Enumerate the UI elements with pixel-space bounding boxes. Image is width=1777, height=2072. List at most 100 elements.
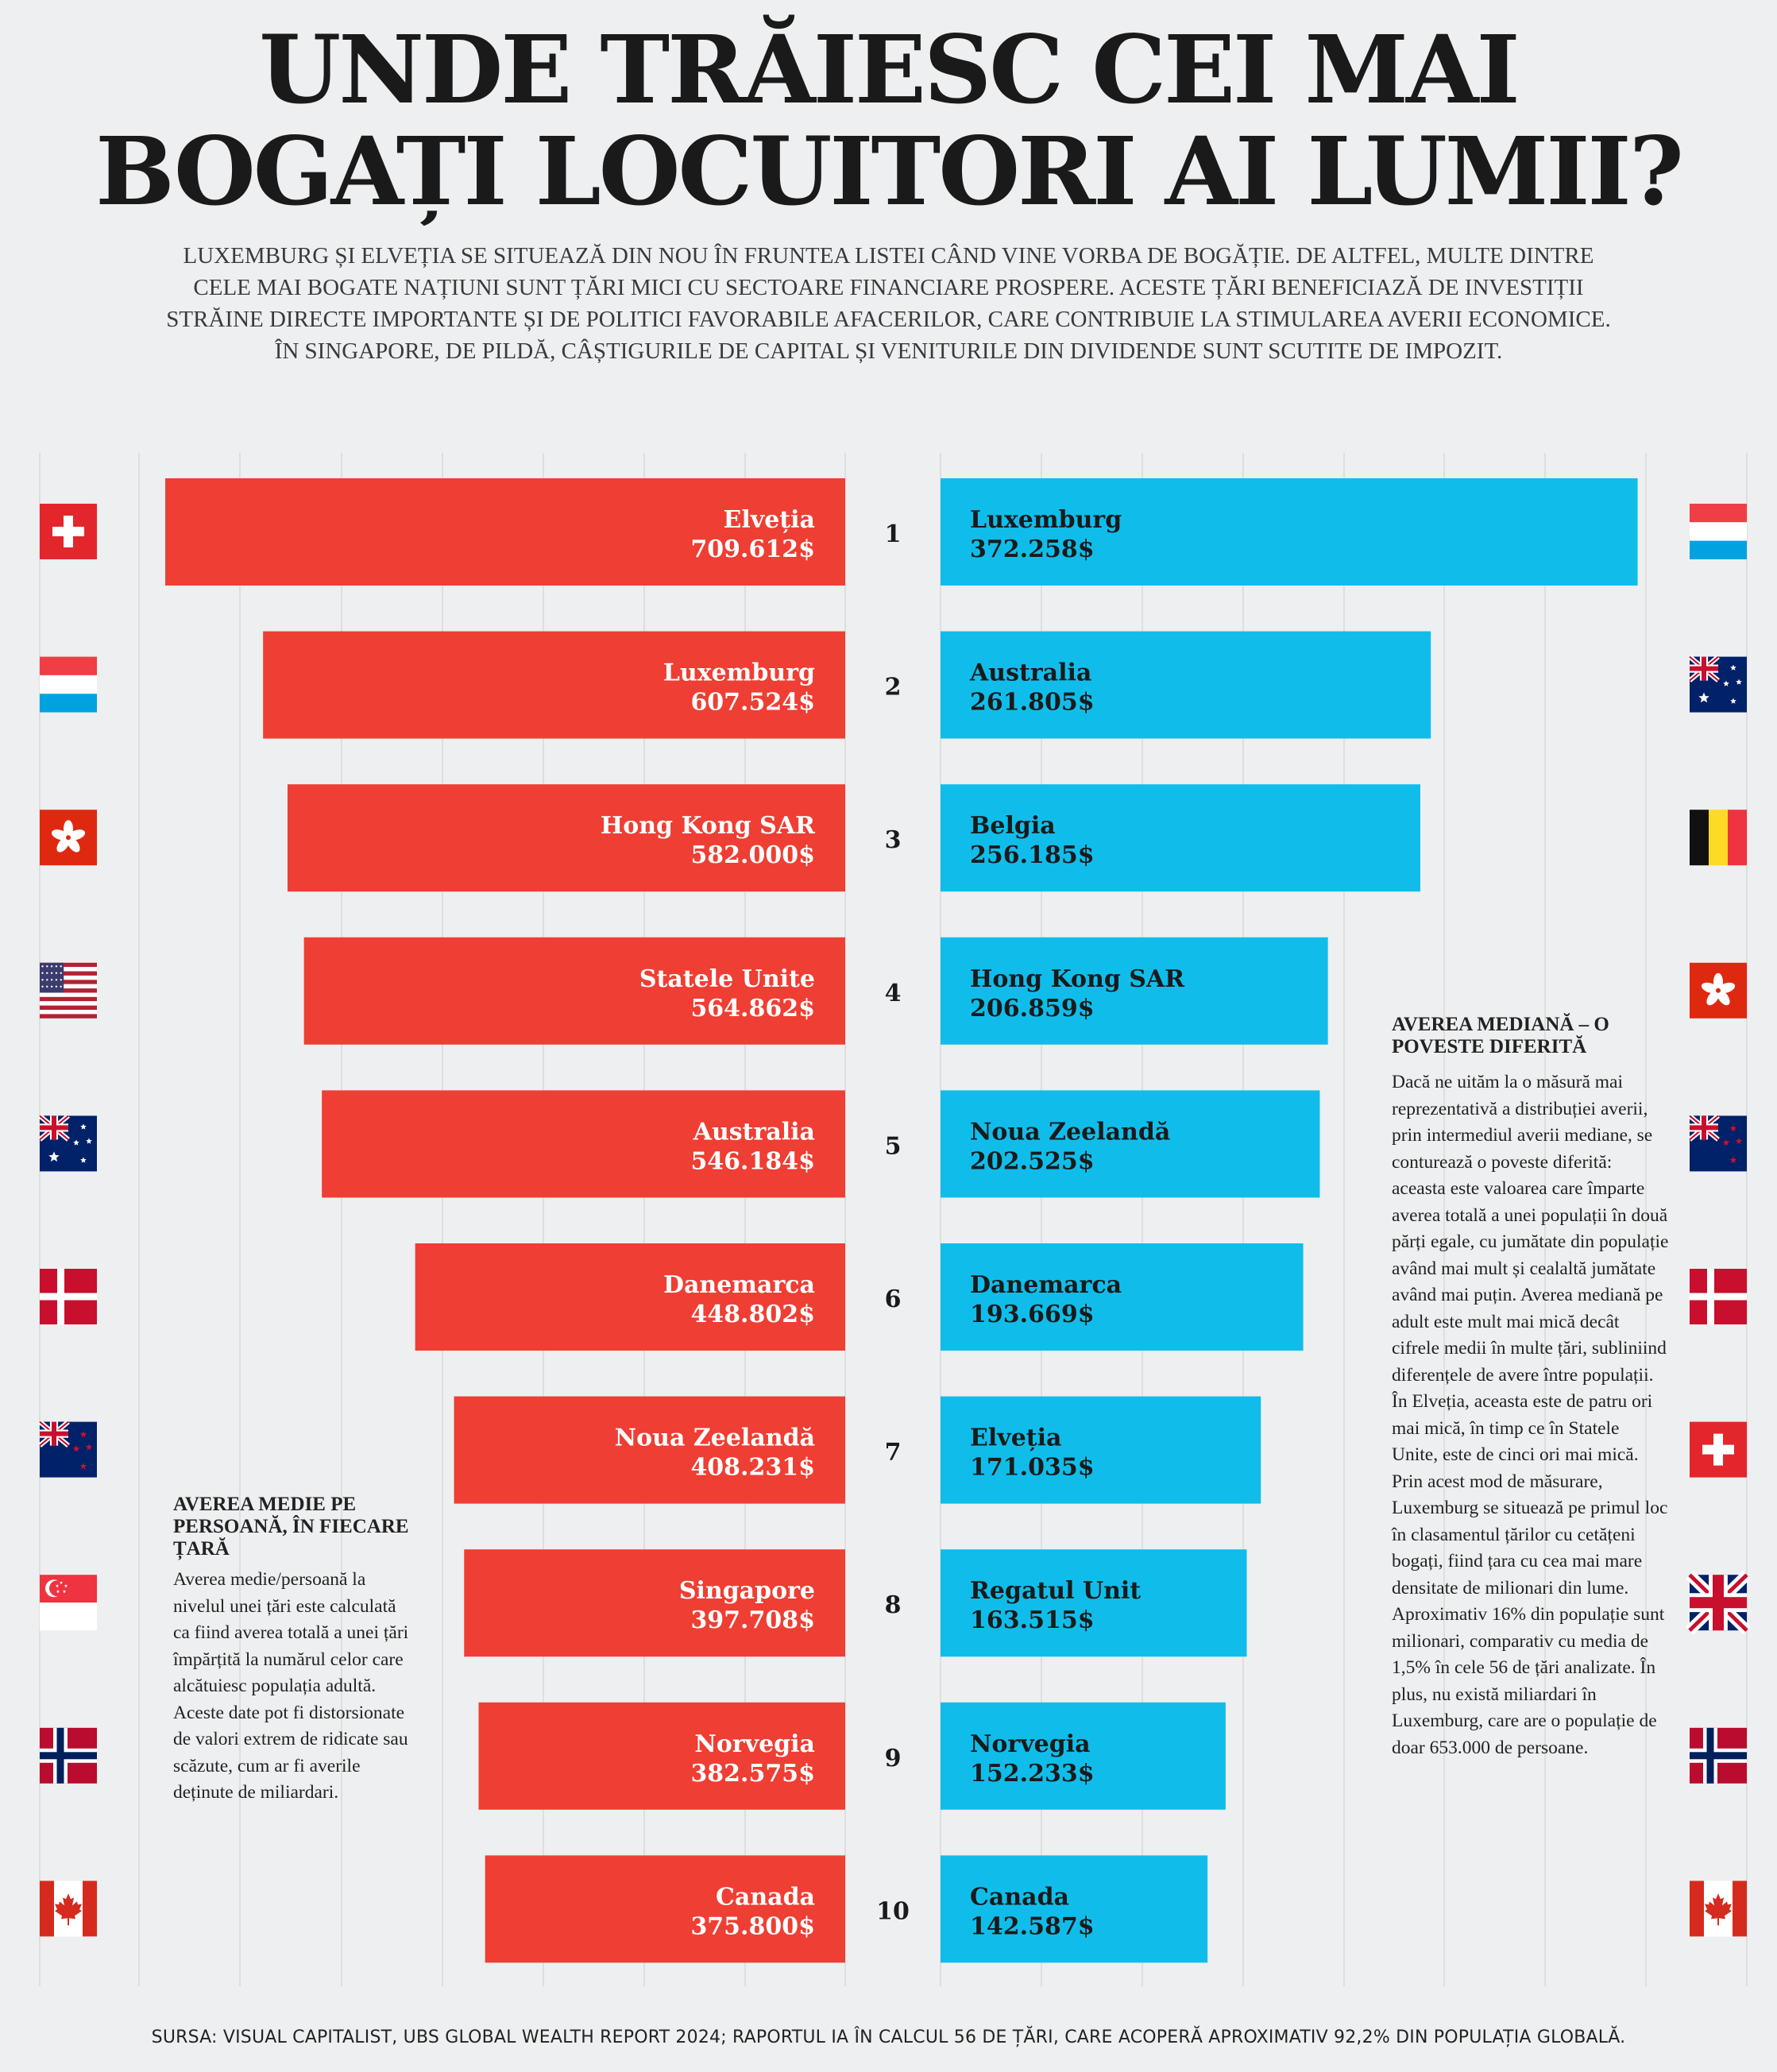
median-bar-value-label: 142.587$ <box>970 1912 1095 1940</box>
median-bar-country-label: Belgia <box>970 812 1056 840</box>
median-bar <box>941 1855 1208 1963</box>
note-median-text: Dacă ne uităm la o măsură mai reprezenta… <box>1392 1072 1669 1758</box>
mean-bar <box>478 1702 845 1810</box>
mean-bar-value-label: 382.575$ <box>690 1760 815 1788</box>
singapore-flag-icon <box>40 1575 97 1631</box>
mean-bar <box>322 1090 846 1198</box>
rank-labels: 1 2 3 4 5 6 7 8 9 10 <box>876 520 910 1925</box>
mean-bar-country-label: Statele Unite <box>639 965 815 993</box>
mean-bar <box>464 1549 845 1657</box>
new-zealand-flag-icon <box>1688 1114 1747 1172</box>
denmark-flag-icon <box>40 1269 97 1324</box>
median-bar <box>941 937 1328 1045</box>
usa-flag-icon <box>40 962 97 1019</box>
median-bar-value-label: 193.669$ <box>970 1301 1095 1328</box>
luxembourg-flag-icon <box>40 656 97 713</box>
mean-bar <box>415 1243 845 1351</box>
mean-bar-value-label: 546.184$ <box>690 1147 815 1175</box>
title-line-1: UNDE TRĂIESC CEI MAI <box>259 14 1520 125</box>
rank-label: 5 <box>885 1132 902 1160</box>
mean-bar-value-label: 448.802$ <box>690 1301 815 1328</box>
page-title: UNDE TRĂIESC CEI MAI BOGAȚI LOCUITORI AI… <box>0 19 1777 222</box>
median-bar <box>941 1549 1247 1657</box>
mean-bar-country-label: Canada <box>716 1883 815 1911</box>
median-bar-country-label: Canada <box>970 1883 1069 1911</box>
uk-flag-icon <box>1686 1571 1751 1635</box>
subtitle: Luxemburg și Elveția se situează din nou… <box>166 243 1611 364</box>
canada-flag-icon <box>40 1881 97 1937</box>
rank-label: 1 <box>885 520 902 548</box>
median-bar-country-label: Norvegia <box>970 1730 1091 1758</box>
mean-bar-value-label: 408.231$ <box>690 1454 815 1482</box>
mean-bar-value-label: 582.000$ <box>690 841 815 869</box>
luxembourg-flag-icon <box>1690 504 1747 559</box>
norway-flag-icon <box>1690 1727 1747 1784</box>
median-bar <box>941 478 1638 586</box>
rank-label: 9 <box>885 1745 902 1772</box>
median-bar-value-label: 372.258$ <box>970 535 1095 563</box>
median-bar <box>941 1243 1304 1351</box>
switzerland-flag-icon <box>40 504 97 559</box>
mean-bar-value-label: 397.708$ <box>690 1606 815 1634</box>
mean-bar-country-label: Elveția <box>724 506 815 534</box>
mean-bar-value-label: 607.524$ <box>690 689 815 717</box>
rank-label: 7 <box>885 1439 902 1467</box>
rank-label: 4 <box>885 980 902 1007</box>
mean-bar-country-label: Luxemburg <box>663 659 815 687</box>
rank-label: 3 <box>885 826 902 854</box>
median-bar-value-label: 163.515$ <box>970 1606 1095 1634</box>
norway-flag-icon <box>40 1727 97 1784</box>
hong-kong-flag-icon <box>1690 962 1747 1019</box>
median-bar-country-label: Regatul Unit <box>970 1577 1141 1605</box>
median-bar-country-label: Elveția <box>970 1424 1061 1452</box>
median-bar <box>941 631 1431 739</box>
mean-bar <box>287 784 845 892</box>
new-zealand-flag-icon <box>38 1420 97 1478</box>
rank-label: 10 <box>876 1897 910 1925</box>
median-bar-value-label: 206.859$ <box>970 995 1095 1022</box>
belgium-flag-icon <box>1690 810 1747 866</box>
median-bar-value-label: 261.805$ <box>970 689 1095 717</box>
mean-bar <box>485 1855 845 1963</box>
median-bar-value-label: 152.233$ <box>970 1760 1095 1788</box>
mean-bar-country-label: Hong Kong SAR <box>601 812 816 840</box>
median-bar-value-label: 171.035$ <box>970 1454 1095 1482</box>
note-median-heading: Averea mediană – o poveste diferită <box>1392 1014 1609 1057</box>
denmark-flag-icon <box>1690 1269 1747 1324</box>
median-bar-country-label: Hong Kong SAR <box>970 965 1185 993</box>
mean-bar-value-label: 375.800$ <box>690 1912 815 1940</box>
note-mean-heading: Averea medie pe persoană, în fiecare țar… <box>173 1494 409 1560</box>
mean-bar-value-label: 564.862$ <box>690 995 815 1022</box>
canada-flag-icon <box>1690 1881 1747 1937</box>
rank-label: 2 <box>885 674 902 702</box>
mean-bar <box>263 631 845 739</box>
note-mean-text: Averea medie/persoană la nivelul unei ță… <box>173 1569 409 1803</box>
mean-bar-country-label: Danemarca <box>663 1271 815 1299</box>
mean-bar-country-label: Australia <box>693 1118 815 1146</box>
note-mean-wealth: Averea medie pe persoană, în fiecare țar… <box>173 1494 411 1807</box>
note-median-wealth: Averea mediană – o poveste diferită Dacă… <box>1392 1014 1670 1761</box>
mean-bar <box>454 1396 845 1504</box>
median-bar-country-label: Australia <box>969 659 1091 687</box>
median-bar <box>941 1702 1226 1810</box>
rank-label: 8 <box>885 1591 902 1619</box>
median-bar-value-label: 202.525$ <box>970 1147 1095 1175</box>
